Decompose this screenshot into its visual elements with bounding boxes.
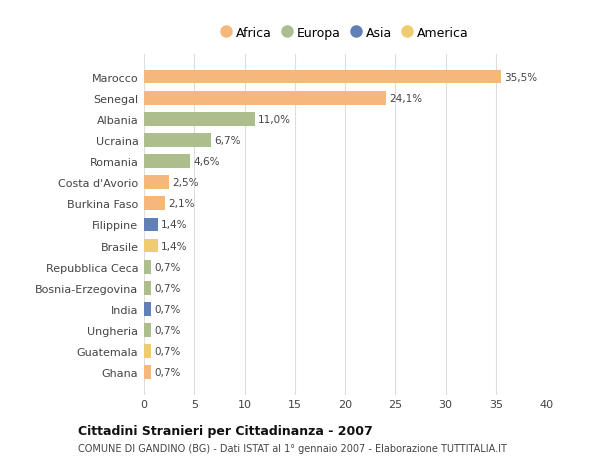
- Bar: [144, 239, 158, 253]
- Bar: [144, 176, 169, 190]
- Bar: [144, 197, 165, 211]
- Bar: [144, 260, 151, 274]
- Text: 1,4%: 1,4%: [161, 241, 188, 251]
- Text: 0,7%: 0,7%: [154, 304, 181, 314]
- Text: 1,4%: 1,4%: [161, 220, 188, 230]
- Text: 11,0%: 11,0%: [257, 115, 290, 124]
- Text: 35,5%: 35,5%: [504, 73, 537, 82]
- Text: 0,7%: 0,7%: [154, 368, 181, 377]
- Bar: [144, 281, 151, 295]
- Bar: [144, 345, 151, 358]
- Bar: [144, 155, 190, 168]
- Text: 24,1%: 24,1%: [389, 94, 422, 103]
- Text: 6,7%: 6,7%: [214, 135, 241, 146]
- Text: 0,7%: 0,7%: [154, 347, 181, 356]
- Text: 2,5%: 2,5%: [172, 178, 199, 188]
- Bar: [144, 324, 151, 337]
- Text: 4,6%: 4,6%: [193, 157, 220, 167]
- Bar: [144, 92, 386, 105]
- Bar: [144, 302, 151, 316]
- Text: Cittadini Stranieri per Cittadinanza - 2007: Cittadini Stranieri per Cittadinanza - 2…: [78, 424, 373, 437]
- Text: 2,1%: 2,1%: [168, 199, 194, 209]
- Bar: [144, 134, 211, 147]
- Text: 0,7%: 0,7%: [154, 325, 181, 335]
- Text: 0,7%: 0,7%: [154, 262, 181, 272]
- Bar: [144, 112, 254, 126]
- Text: COMUNE DI GANDINO (BG) - Dati ISTAT al 1° gennaio 2007 - Elaborazione TUTTITALIA: COMUNE DI GANDINO (BG) - Dati ISTAT al 1…: [78, 443, 507, 453]
- Bar: [144, 71, 501, 84]
- Bar: [144, 218, 158, 232]
- Text: 0,7%: 0,7%: [154, 283, 181, 293]
- Legend: Africa, Europa, Asia, America: Africa, Europa, Asia, America: [218, 24, 472, 42]
- Bar: [144, 366, 151, 379]
